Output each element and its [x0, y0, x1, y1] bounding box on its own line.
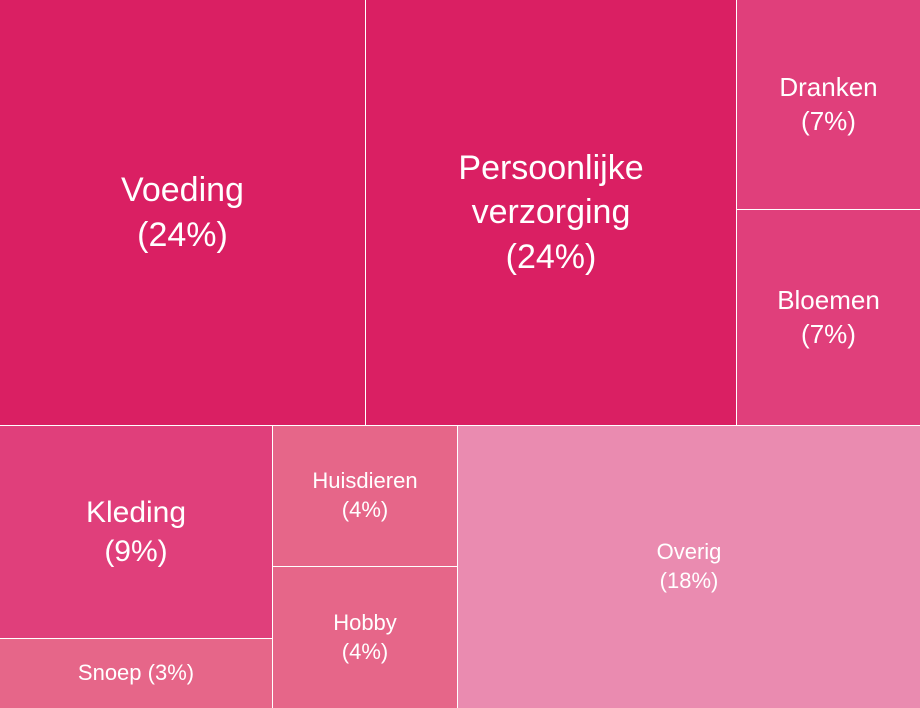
- treemap-tile-hobby: Hobby (4%): [273, 567, 457, 708]
- treemap-tile-label: Hobby (4%): [333, 609, 397, 664]
- treemap-tile-label: Voeding (24%): [121, 171, 244, 254]
- treemap-tile-overig: Overig (18%): [458, 426, 920, 708]
- treemap-tile-label: Overig (18%): [656, 539, 722, 593]
- treemap-tile-dranken: Dranken (7%): [737, 0, 920, 209]
- treemap-tile-label: Dranken (7%): [779, 71, 878, 136]
- treemap-tile-voeding: Voeding (24%): [0, 0, 365, 425]
- treemap-tile-huisdieren: Huisdieren (4%): [273, 426, 457, 566]
- treemap-tile-persoonlijke-verzorging: Persoonlijke verzorging (24%): [366, 0, 736, 425]
- treemap-tile-kleding: Kleding (9%): [0, 426, 272, 638]
- treemap-tile-snoep: Snoep (3%): [0, 639, 272, 708]
- treemap-tile-bloemen: Bloemen (7%): [737, 210, 920, 425]
- treemap-tile-label: Snoep (3%): [77, 660, 195, 686]
- treemap-tile-label: Kleding (9%): [85, 496, 187, 568]
- treemap-tile-label: Bloemen (7%): [777, 284, 880, 349]
- treemap-tile-label: Persoonlijke verzorging (24%): [458, 149, 644, 276]
- treemap-tile-label: Huisdieren (4%): [312, 468, 418, 522]
